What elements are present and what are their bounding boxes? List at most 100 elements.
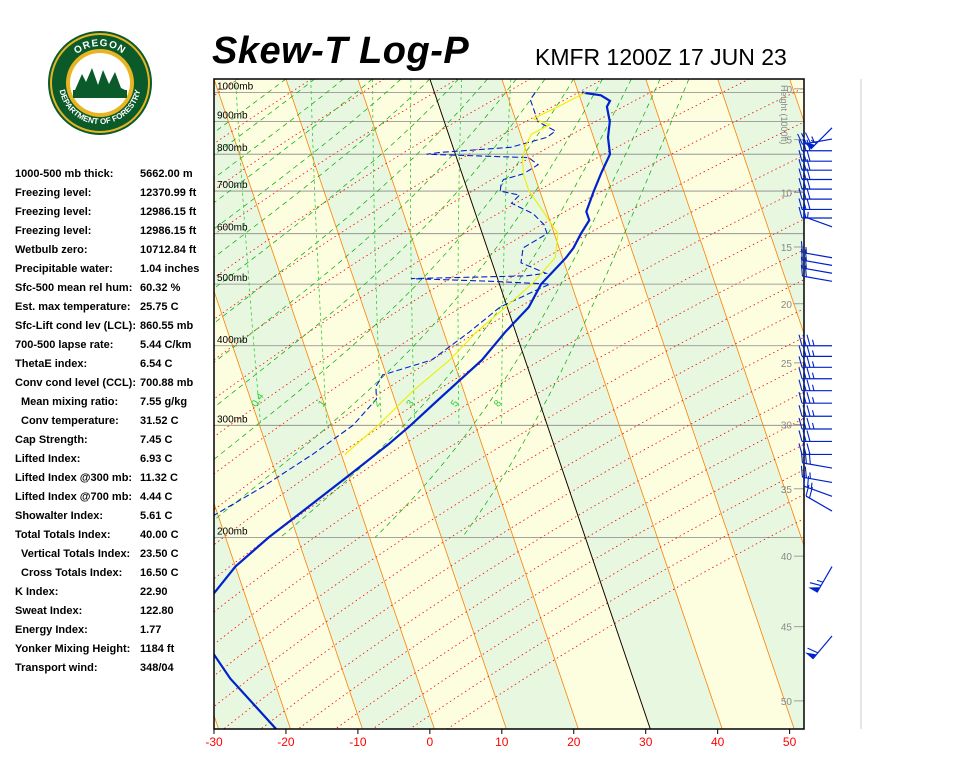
wind-barb-flag	[802, 177, 807, 190]
wind-barb-flag	[806, 345, 811, 357]
mixing-ratio-line	[310, 79, 328, 426]
index-label: Lifted Index:	[15, 453, 81, 465]
wind-barb-flag	[798, 198, 803, 210]
isotherm-line	[501, 79, 723, 729]
index-label: Showalter Index:	[15, 510, 104, 522]
isotherm-line	[862, 79, 960, 729]
height-tick-label: 40	[781, 552, 793, 563]
index-value: 700.88 mb	[140, 377, 194, 389]
index-row: Lifted Index @300 mb: 11.32 C	[15, 472, 215, 491]
wind-barb-flag	[804, 257, 807, 269]
wind-barb	[805, 484, 833, 512]
moist-adiabat-line	[461, 79, 690, 538]
index-value: 22.90	[140, 586, 168, 598]
wind-barb-flag	[798, 334, 803, 346]
dry-adiabat-line	[214, 187, 804, 546]
wind-barb-flag	[798, 392, 803, 404]
index-label: Precipitable water:	[15, 263, 113, 275]
wind-barb-flag	[802, 345, 807, 357]
index-value: 5.44 C/km	[140, 339, 192, 351]
wind-barb-half-flag	[811, 422, 815, 430]
wind-barb-flag	[806, 356, 811, 368]
wind-barb-flag	[800, 451, 804, 463]
index-label: Cap Strength:	[15, 434, 88, 446]
temperature-band	[214, 715, 219, 729]
temperature-trace	[214, 91, 612, 729]
index-row: Cross Totals Index: 16.50 C	[15, 567, 215, 586]
wind-barb-staff	[802, 138, 833, 145]
index-row: Sweat Index: 122.80	[15, 605, 215, 624]
index-value: 23.50 C	[140, 548, 179, 560]
height-axis-label: Height (1000ft)	[779, 85, 789, 145]
wind-barb-staff	[802, 275, 833, 282]
height-tick-label: 45	[781, 623, 793, 634]
wind-barb-staff	[802, 259, 833, 266]
wind-barb-flag	[798, 139, 803, 151]
wind-barb-flag	[806, 379, 811, 391]
height-tick-label: 30	[781, 420, 793, 431]
isobar-label: 1000mb	[217, 81, 254, 92]
wind-barb-staff	[802, 251, 833, 259]
temperature-band	[0, 79, 75, 729]
wind-barb-flag	[809, 582, 822, 587]
index-value: 12986.15 ft	[140, 206, 197, 218]
x-tick-label: -30	[205, 735, 223, 749]
index-value: 4.44 C	[140, 491, 173, 503]
dry-adiabat-line	[0, 79, 166, 729]
moist-adiabat-line	[214, 79, 344, 179]
mixing-ratio-label: 8	[492, 398, 504, 409]
index-label: Total Totals Index:	[15, 529, 111, 541]
height-tick-label: 25	[781, 359, 793, 370]
wind-barb	[798, 198, 832, 211]
wind-barb-flag	[801, 133, 807, 144]
wind-barb	[798, 405, 832, 417]
index-row: Lifted Index: 6.93 C	[15, 453, 215, 472]
wind-barb-flag	[806, 334, 811, 346]
dry-adiabat-line	[214, 154, 804, 511]
index-row: Est. max temperature: 25.75 C	[15, 301, 215, 320]
wind-barb-flag	[804, 132, 811, 144]
temperature-band	[357, 79, 651, 729]
wind-barb-half-flag	[811, 350, 815, 357]
wind-barb-half-flag	[811, 397, 815, 404]
wind-barb-flag	[806, 405, 811, 417]
temperature-band	[573, 79, 804, 729]
wind-barb-flag	[805, 484, 810, 497]
wind-barb-flag	[806, 150, 811, 162]
wind-barb-flag	[802, 405, 807, 417]
x-tick-label: -20	[277, 735, 295, 749]
temperature-band	[214, 79, 507, 729]
x-tick-label: 40	[711, 735, 725, 749]
moist-adiabat-line	[214, 79, 575, 460]
index-row: Freezing level: 12986.15 ft	[15, 225, 215, 244]
index-value: 11.32 C	[140, 472, 178, 484]
index-row: Conv cond level (CCL): 700.88 mb	[15, 377, 215, 396]
index-value: 5662.00 m	[140, 168, 193, 180]
index-row: Sfc-500 mean rel hum: 60.32 %	[15, 282, 215, 301]
index-row: Transport wind: 348/04	[15, 662, 215, 681]
wind-barb-flag	[804, 249, 807, 261]
wind-barb-flag	[798, 417, 803, 430]
temperature-band	[501, 79, 795, 729]
moist-adiabat-line	[214, 79, 315, 156]
mixing-ratio-label: 2	[371, 398, 383, 409]
index-value: 12986.15 ft	[140, 225, 197, 237]
wind-barb-flag	[806, 367, 811, 379]
wind-barb-half-flag	[811, 361, 815, 368]
wind-barb	[798, 379, 832, 392]
wind-barb-flag	[807, 647, 819, 654]
wind-barb-staff	[805, 495, 833, 512]
index-row: Conv temperature: 31.52 C	[15, 415, 215, 434]
mixing-ratio-line	[457, 79, 462, 426]
wind-barb-flag	[798, 187, 803, 200]
dewpoint-trace	[214, 92, 557, 516]
wind-barb-half-flag	[811, 410, 815, 417]
wind-barb-flag	[802, 150, 807, 162]
wind-barb-flag	[802, 417, 807, 430]
wind-barb-flag	[804, 466, 807, 478]
wind-barb-flag	[802, 367, 807, 379]
wind-barb-flag	[804, 452, 807, 464]
wind-barb	[808, 566, 833, 593]
wind-barb	[800, 465, 833, 484]
wind-barb-flag	[802, 187, 807, 200]
